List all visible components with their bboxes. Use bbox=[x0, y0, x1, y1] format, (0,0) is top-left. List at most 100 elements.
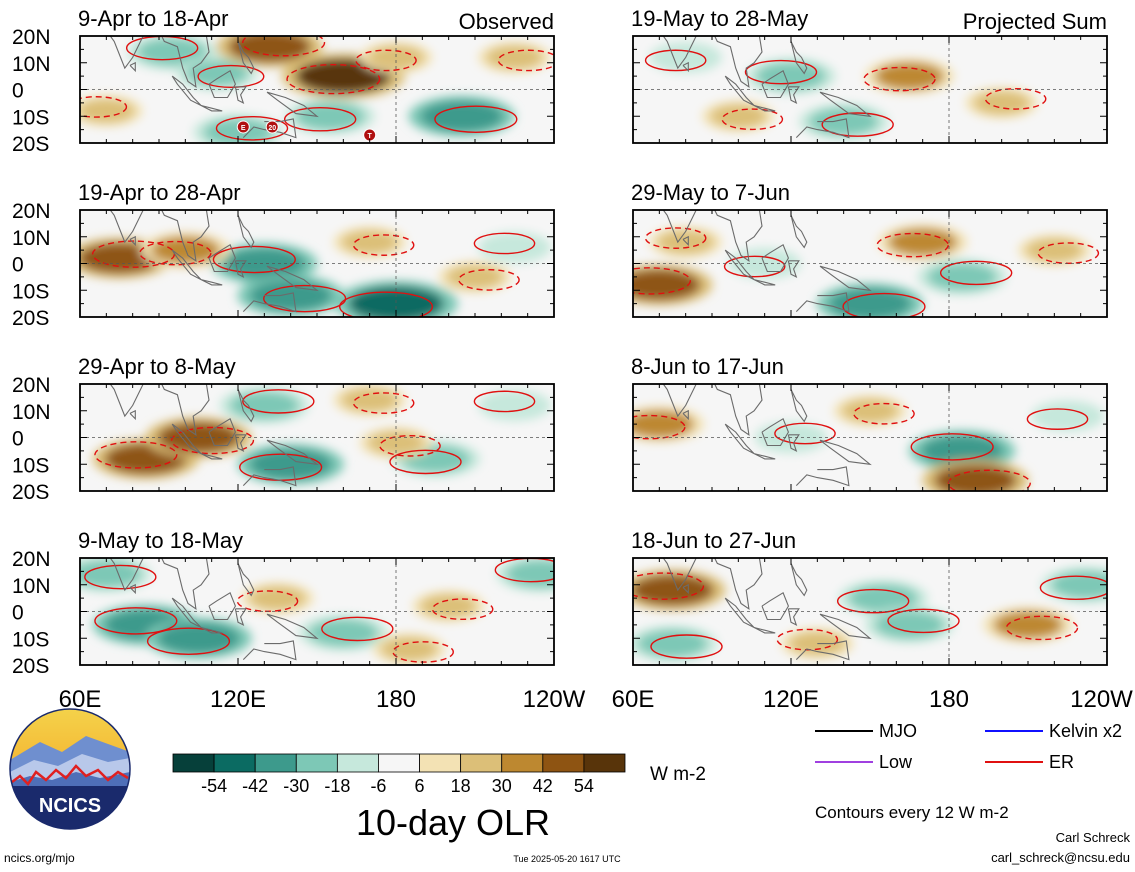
coastline bbox=[662, 384, 763, 436]
panel-period: 9-May to 18-May bbox=[78, 528, 243, 553]
anomaly-blob bbox=[633, 269, 701, 301]
panel-ticks bbox=[80, 558, 554, 665]
coastline bbox=[819, 265, 872, 292]
er-contour bbox=[836, 588, 910, 614]
anomaly-blob bbox=[228, 36, 311, 63]
units-label: W m-2 bbox=[650, 764, 706, 785]
anomaly-blob bbox=[157, 421, 240, 454]
coastlines bbox=[109, 36, 319, 139]
colorbar-tick-label: 6 bbox=[415, 776, 425, 796]
coastline bbox=[753, 279, 776, 286]
legend: MJO Kelvin x2 Low ER bbox=[815, 721, 1122, 772]
er-contour bbox=[94, 441, 178, 469]
er-contours bbox=[633, 227, 1100, 317]
anomaly-blob bbox=[368, 45, 424, 70]
anomaly-blob bbox=[828, 287, 912, 317]
colorbar: -54 -42 -30 -18 -6 6 18 30 42 54 bbox=[172, 753, 626, 796]
coastline bbox=[242, 118, 297, 139]
anomaly-blob bbox=[638, 629, 707, 658]
anomaly-blob bbox=[1026, 238, 1083, 263]
panel-ticks bbox=[633, 384, 1107, 491]
legend-label: ER bbox=[1049, 752, 1074, 772]
coastline bbox=[790, 563, 808, 597]
colorbar-swatch bbox=[378, 753, 420, 773]
anomaly-field bbox=[633, 566, 1107, 662]
coastline bbox=[682, 583, 689, 595]
er-contour bbox=[723, 255, 786, 278]
anomaly-blob bbox=[295, 102, 365, 131]
panel-tag: Observed bbox=[459, 9, 554, 34]
er-contour bbox=[853, 402, 915, 425]
anomaly-blob bbox=[875, 62, 944, 90]
panel-3: 20N 10N 0 10S 20S 29-Apr to 8-May bbox=[12, 354, 555, 504]
anomaly-blob bbox=[420, 100, 503, 132]
panel-5: 19-May to 28-May Projected Sum bbox=[631, 6, 1108, 144]
anomaly-blob bbox=[447, 264, 503, 289]
er-contour bbox=[644, 227, 707, 249]
er-contour bbox=[1037, 242, 1100, 264]
colorbar-swatch bbox=[295, 753, 338, 773]
y-tick-label: 10S bbox=[12, 280, 49, 303]
coastlines bbox=[109, 384, 319, 487]
anomaly-blob bbox=[157, 622, 240, 654]
panel-period: 19-Apr to 28-Apr bbox=[78, 180, 241, 205]
er-contour bbox=[212, 245, 296, 274]
x-tick-label: 180 bbox=[929, 686, 969, 713]
y-tick-label: 10N bbox=[12, 401, 51, 424]
colorbar-tick-label: -42 bbox=[242, 776, 268, 796]
coastlines bbox=[109, 210, 319, 313]
coastlines bbox=[662, 210, 872, 313]
y-tick-label: 20N bbox=[12, 200, 51, 223]
coastline bbox=[237, 215, 255, 249]
anomaly-blob bbox=[633, 574, 714, 606]
coastline bbox=[753, 104, 776, 112]
coastline bbox=[795, 118, 850, 139]
er-contour bbox=[379, 434, 441, 457]
er-contour bbox=[984, 88, 1047, 110]
er-contour bbox=[283, 106, 357, 132]
er-contours bbox=[644, 49, 1047, 137]
er-contour bbox=[633, 414, 686, 440]
er-contours bbox=[633, 402, 1089, 491]
colorbar-tick-label: -30 bbox=[283, 776, 309, 796]
anomaly-field bbox=[80, 36, 551, 143]
anomaly-blob bbox=[249, 586, 306, 611]
coastlines bbox=[662, 558, 872, 661]
coastline bbox=[795, 292, 850, 313]
x-tick-label: 60E bbox=[612, 686, 655, 713]
colorbar-swatch bbox=[501, 753, 544, 773]
er-contour bbox=[721, 108, 784, 131]
coastline bbox=[234, 86, 247, 104]
panel-1: E 20 T 20N 10N 0 10S 20S 9-Apr to 18-Apr Observed bbox=[12, 6, 555, 156]
colorbar-tick-label: 54 bbox=[574, 776, 594, 796]
anomaly-blob bbox=[993, 611, 1063, 639]
coastlines bbox=[109, 558, 319, 661]
legend-item: ER bbox=[985, 752, 1074, 772]
anomaly-blob bbox=[486, 393, 543, 418]
coastline bbox=[234, 608, 247, 627]
coastline bbox=[790, 215, 808, 249]
legend-item: Kelvin x2 bbox=[985, 721, 1122, 741]
legend-label: Kelvin x2 bbox=[1049, 721, 1122, 741]
coastline bbox=[787, 434, 800, 453]
y-tick-label: 10S bbox=[12, 628, 49, 651]
coastline bbox=[109, 36, 210, 88]
footer-timestamp: Tue 2025-05-20 1617 UTC bbox=[513, 854, 621, 864]
colorbar-swatch bbox=[254, 753, 297, 773]
er-contour bbox=[80, 96, 128, 118]
panel-period: 8-Jun to 17-Jun bbox=[631, 354, 784, 379]
coastline bbox=[761, 591, 790, 621]
coastline bbox=[234, 434, 247, 453]
coastline bbox=[208, 591, 237, 621]
er-contour bbox=[392, 641, 454, 663]
coastline bbox=[266, 439, 319, 466]
coastline bbox=[682, 235, 689, 247]
storm-marker-label: E bbox=[241, 125, 246, 132]
x-tick-label: 120W bbox=[1070, 686, 1133, 713]
colorbar-swatch bbox=[419, 753, 462, 773]
colorbar-tick-label: -18 bbox=[324, 776, 350, 796]
colorbar-tick-label: -54 bbox=[201, 776, 227, 796]
anomaly-blob bbox=[888, 228, 958, 256]
coastline bbox=[662, 210, 763, 262]
er-contour bbox=[389, 449, 462, 475]
